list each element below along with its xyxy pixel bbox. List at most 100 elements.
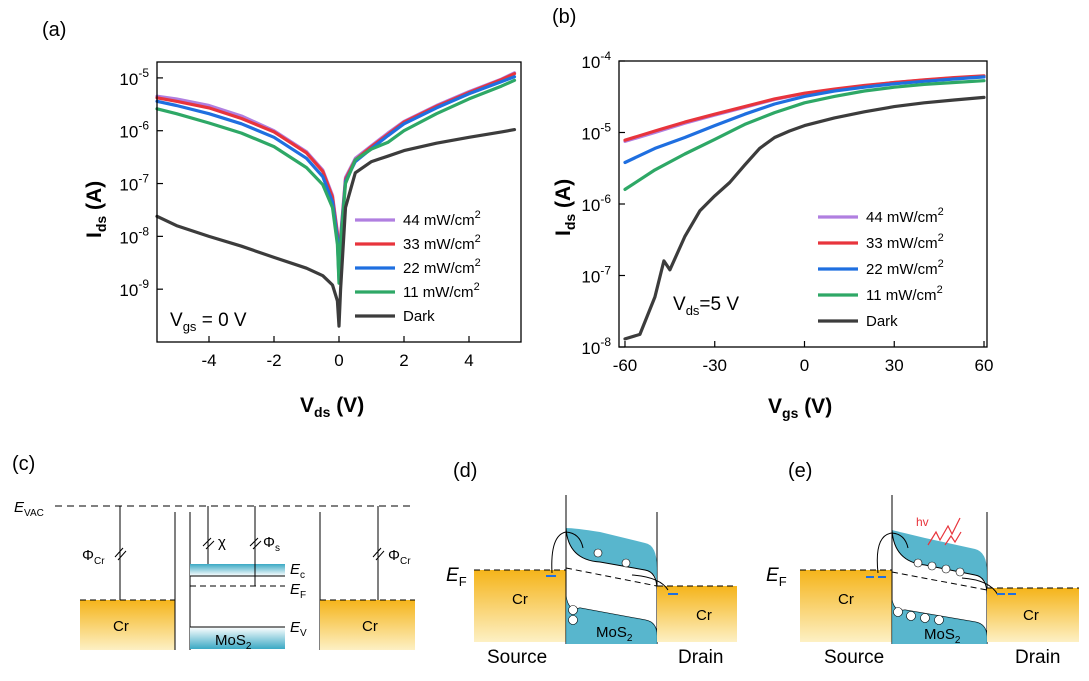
chart-b-xlabel: Vgs (V) [768, 395, 832, 421]
cr-right-block [320, 600, 415, 650]
hole [920, 613, 930, 623]
legend-label: 44 mW/cm2 [403, 209, 481, 229]
phi-cr-right-break-2 [375, 550, 385, 561]
ev-label: EV [290, 619, 307, 639]
source-e-label: Source [824, 647, 884, 668]
panel-label-e: (e) [788, 460, 812, 482]
panel-c-band-diagram: (c) EVAC Cr ΦCr Ec EF EV MoS2 χ Φs [12, 453, 415, 652]
x-tick-label: 60 [975, 356, 994, 375]
phi-cr-left-label: ΦCr [82, 547, 105, 567]
electron [927, 561, 937, 571]
series-line-3 [623, 79, 986, 191]
source-cr-block-e [800, 570, 892, 642]
chart-a-ylabel: Ids (A) [83, 181, 109, 238]
x-tick-label: -4 [201, 351, 216, 370]
y-tick-label: 10-7 [581, 264, 611, 287]
panel-label-a: (a) [42, 19, 66, 41]
x-tick-label: 0 [334, 351, 343, 370]
chart-a-annotation: Vgs = 0 V [170, 310, 247, 334]
series-line-2 [623, 75, 986, 165]
source-cr-label: Cr [512, 591, 528, 608]
chart-b-legend: 44 mW/cm2 33 mW/cm2 22 mW/cm2 11 mW/cm2 Dark [818, 206, 944, 330]
legend-label: Dark [866, 313, 898, 330]
conduction-band [190, 564, 285, 576]
y-tick-label: 10-6 [119, 119, 149, 142]
drain-cr-label-e: Cr [1023, 607, 1039, 624]
hole [906, 611, 916, 621]
phi-s-break-1 [249, 537, 259, 547]
electron-extraction-arrow [631, 574, 669, 591]
source-cr-block [474, 570, 566, 642]
x-tick-label: 2 [399, 351, 408, 370]
series-line-0 [623, 75, 986, 143]
panel-label-b: (b) [552, 6, 576, 28]
panel-d-band-diagram: (d) Cr EF MoS2 Cr Source Drain [446, 460, 737, 668]
x-tick-label: -30 [702, 356, 727, 375]
legend-label: 11 mW/cm2 [403, 281, 480, 301]
y-tick-label: 10-7 [119, 172, 149, 195]
x-tick-label: 4 [464, 351, 473, 370]
chart-b-ticks: -60 -30 0 30 60 10-8 10-7 10-6 10-5 10-4 [581, 49, 993, 375]
drain-e-label: Drain [1015, 647, 1060, 668]
electron-injection-arrow [551, 531, 584, 574]
electron [913, 558, 923, 568]
phi-s-label: Φs [263, 534, 280, 554]
electron-injection-arrow-e [876, 532, 909, 574]
drain-d-label: Drain [678, 647, 723, 668]
hv-label: hv [916, 515, 929, 529]
ef-e-label: EF [766, 565, 787, 589]
chart-a-legend: 44 mW/cm2 33 mW/cm2 22 mW/cm2 11 mW/cm2 Dark [355, 209, 481, 325]
ec-label: Ec [290, 561, 305, 581]
legend-label: Dark [403, 308, 435, 325]
chart-b-ylabel: Ids (A) [552, 179, 578, 236]
panel-b: (b) -60 -30 0 30 60 10-8 10-7 10-6 10-5 10-4 Vgs … [552, 6, 993, 421]
phi-cr-right-label: ΦCr [388, 547, 411, 567]
photon-wave-icon [927, 517, 961, 546]
chi-break-1 [202, 537, 212, 547]
x-tick-label: -60 [613, 356, 638, 375]
x-tick-label: 0 [800, 356, 809, 375]
ef-d-label: EF [446, 565, 467, 589]
drain-cr-block-e [987, 588, 1079, 642]
source-cr-label-e: Cr [838, 591, 854, 608]
electron [941, 564, 951, 574]
mos2-d-label: MoS2 [596, 624, 633, 644]
series-line-4 [155, 128, 517, 328]
electron [955, 567, 965, 577]
y-tick-label: 10-8 [581, 335, 611, 358]
evac-label: EVAC [14, 499, 44, 519]
electron [621, 558, 631, 568]
y-tick-label: 10-9 [119, 277, 149, 300]
series-line-3 [155, 78, 517, 285]
x-tick-label: 30 [885, 356, 904, 375]
legend-label: 44 mW/cm2 [866, 206, 944, 226]
panel-e-band-diagram: (e) Cr EF MoS2 Cr hv Source Drain [766, 460, 1079, 668]
y-tick-label: 10-4 [581, 49, 611, 72]
x-tick-label: -2 [266, 351, 281, 370]
legend-label: 33 mW/cm2 [403, 233, 481, 253]
phi-cr-left-break-2 [117, 550, 127, 561]
chart-b-plot [623, 74, 986, 341]
y-tick-label: 10-6 [581, 192, 611, 215]
channel-fermi [565, 567, 658, 587]
panel-label-c: (c) [12, 453, 35, 475]
conduction-band-bent-e [892, 530, 987, 590]
phi-s-break-2 [252, 540, 262, 550]
series-line-4 [623, 95, 986, 341]
chi-label: χ [218, 534, 226, 551]
hole [934, 615, 944, 625]
y-tick-label: 10-5 [581, 121, 611, 144]
mos2-e-label: MoS2 [924, 626, 961, 646]
chart-a-xlabel: Vds (V) [300, 394, 364, 420]
channel-fermi-e [891, 571, 988, 591]
legend-label: 11 mW/cm2 [866, 284, 943, 304]
y-tick-label: 10-5 [119, 66, 149, 89]
source-d-label: Source [487, 647, 547, 668]
hole [893, 607, 903, 617]
ef-label: EF [290, 581, 306, 601]
legend-label: 22 mW/cm2 [403, 257, 481, 277]
conduction-band-bent [566, 528, 657, 585]
drain-cr-label: Cr [696, 607, 712, 624]
hole [568, 615, 578, 625]
panel-label-d: (d) [453, 460, 477, 482]
